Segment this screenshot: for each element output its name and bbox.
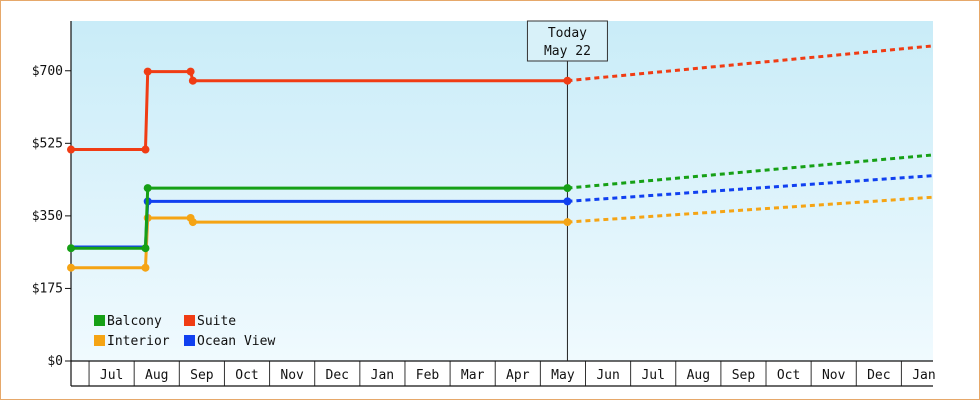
month-gridlines bbox=[88, 361, 902, 386]
x-tick-label: Aug bbox=[145, 368, 168, 383]
x-tick-label: Nov bbox=[822, 368, 846, 383]
x-tick-label: Apr bbox=[506, 368, 530, 383]
plot-area bbox=[71, 21, 933, 361]
suite-point bbox=[188, 76, 197, 85]
suite-point bbox=[67, 145, 75, 154]
x-tick-label: May bbox=[551, 368, 575, 383]
suite-forecast-line bbox=[567, 44, 934, 83]
x-tick-label: Oct bbox=[235, 368, 258, 383]
y-tick-label: $175 bbox=[32, 281, 63, 296]
legend-label-balcony: Balcony bbox=[107, 314, 162, 329]
x-tick-label: Sep bbox=[190, 368, 214, 383]
legend-label-suite: Suite bbox=[197, 314, 236, 329]
legend-swatch-balcony bbox=[94, 315, 105, 326]
x-tick-label: Oct bbox=[777, 368, 800, 383]
suite-point bbox=[186, 67, 195, 76]
legend-swatch-interior bbox=[94, 335, 105, 346]
balcony-point bbox=[143, 184, 152, 193]
y-tick-label: $0 bbox=[47, 354, 63, 369]
suite-point bbox=[141, 145, 150, 154]
x-tick-label: Mar bbox=[461, 368, 485, 383]
y-axis-ticks: $0 $175 $350 $525 $700 bbox=[32, 64, 71, 369]
suite-point bbox=[143, 67, 152, 76]
balcony-point bbox=[67, 244, 75, 253]
legend-label-ocean-view: Ocean View bbox=[197, 334, 275, 349]
x-tick-label: Aug bbox=[687, 368, 710, 383]
x-tick-label: Jul bbox=[100, 368, 123, 383]
legend: Balcony Suite Interior Ocean View bbox=[94, 314, 275, 349]
balcony-point bbox=[141, 244, 150, 253]
ocean-view-point bbox=[563, 197, 572, 206]
y-tick-label: $700 bbox=[32, 64, 63, 79]
x-tick-label: Feb bbox=[416, 368, 440, 383]
x-tick-label: Jul bbox=[641, 368, 664, 383]
today-date: May 22 bbox=[544, 44, 591, 59]
x-tick-label: Jan bbox=[371, 368, 394, 383]
interior-point bbox=[188, 218, 197, 227]
interior-point bbox=[563, 218, 572, 227]
suite-line bbox=[71, 70, 568, 152]
today-box bbox=[526, 20, 608, 62]
x-tick-label: Dec bbox=[326, 368, 349, 383]
ocean-view-forecast-line bbox=[567, 174, 934, 203]
balcony-line bbox=[71, 186, 568, 250]
interior-forecast-line bbox=[567, 195, 934, 224]
x-tick-label: Jan bbox=[912, 368, 935, 383]
legend-label-interior: Interior bbox=[107, 334, 170, 349]
x-axis-ticks: Jul Aug Sep Oct Nov Dec Jan Feb Mar Apr May Jun Jul A… bbox=[100, 368, 936, 383]
y-tick-label: $525 bbox=[32, 136, 63, 151]
x-tick-label: Jun bbox=[596, 368, 619, 383]
interior-point bbox=[141, 263, 150, 272]
axes bbox=[70, 21, 933, 387]
legend-swatch-suite bbox=[184, 315, 195, 326]
legend-swatch-ocean-view bbox=[184, 335, 195, 346]
x-tick-label: Sep bbox=[732, 368, 756, 383]
interior-line bbox=[71, 216, 568, 270]
suite-point bbox=[563, 76, 572, 85]
today-marker: Today May 22 bbox=[526, 20, 608, 361]
today-label: Today bbox=[548, 26, 587, 41]
x-tick-label: Nov bbox=[280, 368, 304, 383]
series-lines bbox=[67, 44, 934, 272]
balcony-forecast-line bbox=[567, 153, 934, 190]
x-tick-label: Dec bbox=[867, 368, 890, 383]
balcony-point bbox=[563, 184, 572, 193]
y-tick-label: $350 bbox=[32, 209, 63, 224]
interior-point bbox=[67, 263, 75, 272]
